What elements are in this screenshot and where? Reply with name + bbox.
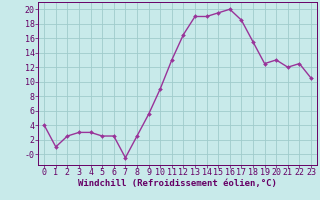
- X-axis label: Windchill (Refroidissement éolien,°C): Windchill (Refroidissement éolien,°C): [78, 179, 277, 188]
